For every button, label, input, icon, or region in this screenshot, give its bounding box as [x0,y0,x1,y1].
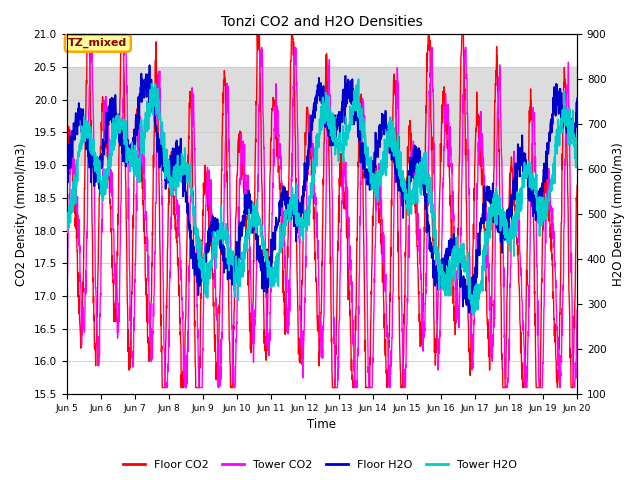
Y-axis label: H2O Density (mmol/m3): H2O Density (mmol/m3) [612,143,625,286]
X-axis label: Time: Time [307,419,336,432]
Legend: Floor CO2, Tower CO2, Floor H2O, Tower H2O: Floor CO2, Tower CO2, Floor H2O, Tower H… [118,456,522,474]
Text: TZ_mixed: TZ_mixed [68,38,127,48]
Bar [67,67,577,165]
Y-axis label: CO2 Density (mmol/m3): CO2 Density (mmol/m3) [15,143,28,286]
Title: Tonzi CO2 and H2O Densities: Tonzi CO2 and H2O Densities [221,15,422,29]
